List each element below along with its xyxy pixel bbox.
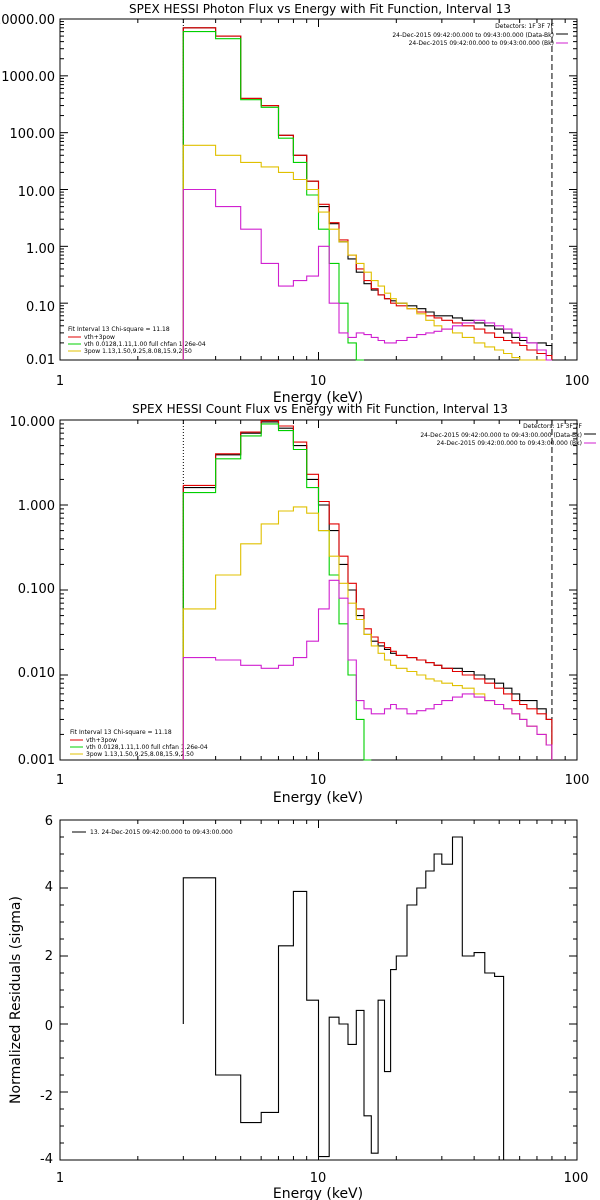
panel2-ytick-label: 1.000 [18,499,55,514]
panel1-series-data-bk [182,27,553,360]
panel3-ytick-label: -4 [40,1152,53,1167]
panel3-ylabel: Normalized Residuals (sigma) [8,896,24,1104]
panel1-legend-entry: 24-Dec-2015 09:42:00.000 to 09:43:00.000… [409,40,554,47]
panel2-frame [59,419,578,761]
panel1-ytick-label: 100.00 [10,127,56,142]
panel2-xtick-label: 100 [565,773,590,788]
panel1-xlabel: Energy (keV) [273,390,363,406]
panel3-ytick-label: 2 [45,949,53,964]
panel2-fit-legend-entry: vth+3pow [86,737,117,744]
panel2-ytick-label: 10.000 [10,415,56,430]
panel1-fit-legend-entry: vth+3pow [84,334,115,341]
panel2-fit-legend-entry: vth 0.0128,1.11,1.00 full chfan 1.26e-04 [86,744,208,751]
panel3-xtick-label: 100 [564,1171,589,1186]
panel3-ytick-label: 6 [45,814,53,829]
panel1-series-bk [182,188,552,361]
panel1-ytick-label: 0.10 [26,300,55,315]
panel2-legend-header: Detectors: 1F 3F 7F [523,423,582,430]
panel1-title: SPEX HESSI Photon Flux vs Energy with Fi… [129,2,511,16]
panel3-series-13-24-dec-2015-09-42-00-000-to-09-43-00-000 [182,836,505,1160]
panel3-ytick-label: -2 [40,1089,53,1104]
panel1-ytick-label: 10000.00 [0,13,55,28]
panel3-xtick-label: 10 [310,1171,327,1186]
panel1-legend-entry: 24-Dec-2015 09:42:00.000 to 09:43:00.000… [392,32,554,39]
panel2-legend-entry: 24-Dec-2015 09:42:00.000 to 09:43:00.000… [420,432,582,439]
panel1-ytick-label: 1.00 [26,242,55,257]
panel1-ytick-label: 10.00 [18,185,55,200]
panel3-legend-entry: 13. 24-Dec-2015 09:42:00.000 to 09:43:00… [90,829,233,836]
panel2-legend-entry: 24-Dec-2015 09:42:00.000 to 09:43:00.000… [437,440,582,447]
panel2-ytick-label: 0.100 [18,582,55,597]
panel1-ytick-label: 1000.00 [1,70,55,85]
panel1-series-vth [182,31,364,361]
panel2-xtick-label: 1 [56,773,64,788]
panel1-fit-legend-entry: vth 0.0128,1.11,1.00 full chfan 1.26e-04 [84,341,206,348]
panel3-ytick-label: 0 [45,1019,53,1034]
panel1-xtick-label: 1 [56,374,64,389]
panel1-fit-legend-header: Fit Interval 13 Chi-square = 11.18 [68,326,170,333]
panel1-xtick-label: 100 [565,374,590,389]
residuals-panel: 6 4 2 0 -2 -4 1 10 100 Energy (keV) Norm… [8,814,588,1200]
panel2-fit-legend-header: Fit Interval 13 Chi-square = 11.18 [70,729,172,736]
panel2-fit-legend-entry: 3pow 1.13,1.50,9.25,8.08,15.9,2.50 [86,751,194,758]
panel3-xlabel: Energy (keV) [273,1186,363,1200]
panel2-series-data-bk [182,421,553,760]
panel1-series-vth-3pow [182,27,553,360]
panel2-xtick-label: 10 [310,773,327,788]
panel1-ytick-label: 0.01 [26,353,55,368]
panel2-ytick-label: 0.010 [18,666,55,681]
panel1-fit-legend-entry: 3pow 1.13,1.50,9.25,8.08,15.9,2.50 [84,348,192,355]
panel2-series-bk [182,579,553,760]
panel1-series-3pow [182,144,552,361]
panel2-ytick-label: 0.001 [18,753,55,768]
panel2-title: SPEX HESSI Count Flux vs Energy with Fit… [132,402,508,416]
panel2-xlabel: Energy (keV) [273,790,363,806]
panel2-series-vth [182,423,372,761]
panel3-ytick-label: 4 [45,880,53,895]
photon-flux-panel: SPEX HESSI Photon Flux vs Energy with Fi… [0,2,589,406]
panel1-xtick-label: 10 [310,374,327,389]
panel3-xtick-label: 1 [56,1171,64,1186]
panel2-series-3pow [182,506,553,760]
count-flux-panel: SPEX HESSI Count Flux vs Energy with Fit… [10,402,590,806]
panel2-series-vth-3pow [182,420,553,760]
panel1-legend-header: Detectors: 1F 3F 7F [495,23,554,30]
